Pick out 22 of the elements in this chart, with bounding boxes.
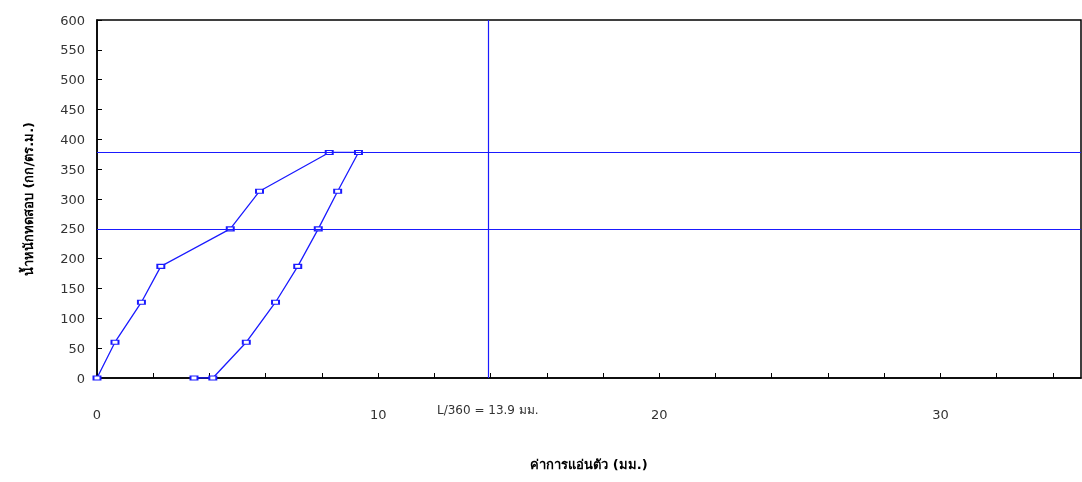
y-tick-label: 300 <box>60 191 85 207</box>
y-tick-label: 350 <box>60 161 85 177</box>
y-tick-label: 400 <box>60 131 85 147</box>
x-tick-label: 30 <box>932 407 949 422</box>
y-tick-label: 0 <box>76 370 85 386</box>
y-tick-label: 100 <box>60 310 85 326</box>
y-tick-label: 600 <box>60 12 85 28</box>
ref-line-label: L/360 = 13.9 มม. <box>436 403 539 417</box>
y-tick-label: 250 <box>60 221 85 237</box>
y-axis-title: น้ำหนักทดสอบ (กก/ตร.ม.) <box>18 121 36 277</box>
point <box>293 263 302 270</box>
x-tick-label: 20 <box>651 407 668 422</box>
y-tick-label: 50 <box>68 340 85 356</box>
y-tick-label: 200 <box>60 251 85 267</box>
point <box>156 263 166 270</box>
y-tick-label: 450 <box>60 102 85 117</box>
x-tick-label: 0 <box>92 407 102 422</box>
y-tick-label: 150 <box>60 281 85 296</box>
y-tick-label: 500 <box>60 72 85 88</box>
x-axis-title: ค่าการแอ่นตัว (มม.) <box>530 457 648 472</box>
y-tick-label: 550 <box>60 42 85 58</box>
x-tick-label: 10 <box>369 407 387 422</box>
